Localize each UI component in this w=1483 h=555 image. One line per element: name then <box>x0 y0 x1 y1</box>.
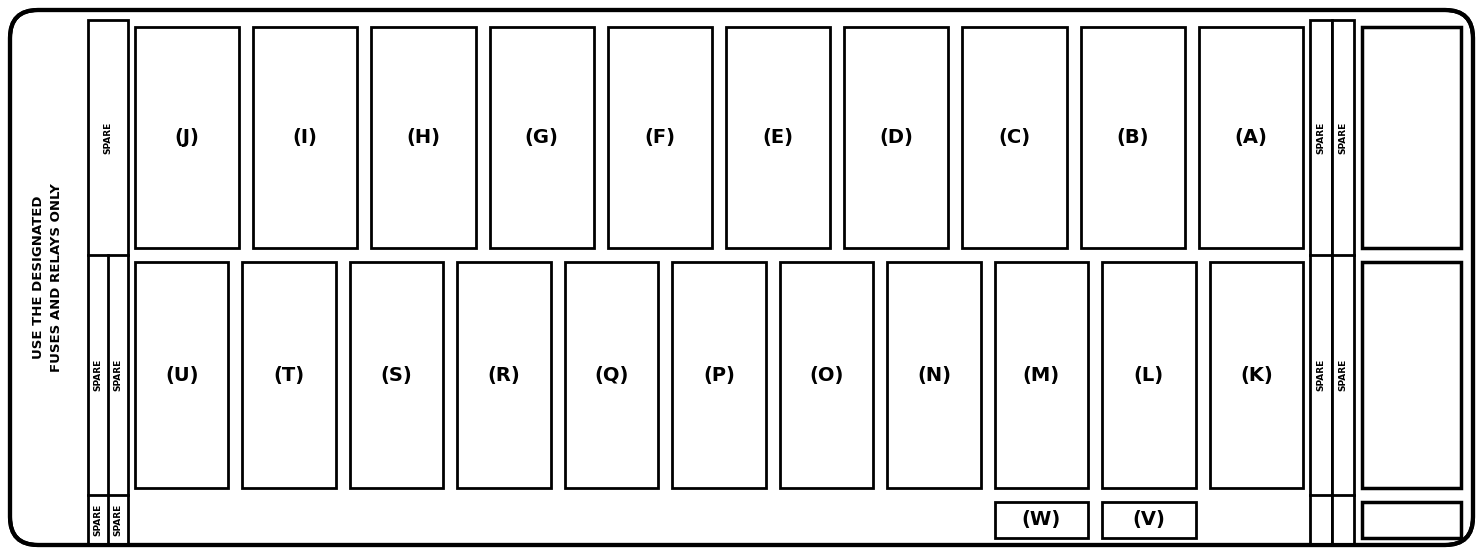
Bar <box>844 27 949 248</box>
Text: (L): (L) <box>1134 366 1164 385</box>
Text: SPARE: SPARE <box>104 122 113 154</box>
Text: SPARE: SPARE <box>93 359 102 391</box>
Bar <box>608 27 712 248</box>
Bar <box>565 262 658 488</box>
Bar <box>995 262 1089 488</box>
Text: (K): (K) <box>1240 366 1272 385</box>
Bar <box>457 262 550 488</box>
Text: (H): (H) <box>406 128 440 147</box>
Bar <box>135 27 239 248</box>
Text: (G): (G) <box>525 128 559 147</box>
Bar <box>1361 502 1461 538</box>
Bar <box>242 262 337 488</box>
Bar <box>489 27 593 248</box>
Bar <box>1361 262 1461 488</box>
Text: (W): (W) <box>1022 511 1060 529</box>
Bar <box>1102 262 1195 488</box>
Text: USE THE DESIGNATED: USE THE DESIGNATED <box>33 196 46 359</box>
Text: (D): (D) <box>879 128 914 147</box>
Text: (U): (U) <box>165 366 199 385</box>
Bar <box>1210 262 1304 488</box>
Text: (V): (V) <box>1133 511 1166 529</box>
Bar <box>1309 20 1332 545</box>
Text: (J): (J) <box>175 128 200 147</box>
Text: (E): (E) <box>762 128 793 147</box>
FancyBboxPatch shape <box>10 10 1473 545</box>
Text: SPARE: SPARE <box>1317 122 1326 154</box>
Bar <box>995 502 1089 538</box>
Text: (M): (M) <box>1023 366 1060 385</box>
Bar <box>780 262 873 488</box>
Bar <box>87 20 128 545</box>
Text: SPARE: SPARE <box>1339 359 1348 391</box>
Text: (S): (S) <box>381 366 412 385</box>
Bar <box>254 27 357 248</box>
Text: (C): (C) <box>998 128 1031 147</box>
Text: SPARE: SPARE <box>114 504 123 536</box>
Bar <box>962 27 1066 248</box>
Bar <box>371 27 476 248</box>
Text: SPARE: SPARE <box>1317 359 1326 391</box>
Bar <box>1102 502 1195 538</box>
Bar <box>135 262 228 488</box>
Text: (Q): (Q) <box>595 366 629 385</box>
Text: (F): (F) <box>645 128 675 147</box>
Text: (R): (R) <box>488 366 521 385</box>
Text: (B): (B) <box>1117 128 1149 147</box>
Bar <box>1198 27 1304 248</box>
Bar <box>350 262 443 488</box>
Text: FUSES AND RELAYS ONLY: FUSES AND RELAYS ONLY <box>50 183 64 372</box>
Text: (P): (P) <box>703 366 736 385</box>
Bar <box>887 262 980 488</box>
Text: SPARE: SPARE <box>93 504 102 536</box>
Bar <box>1081 27 1185 248</box>
Text: SPARE: SPARE <box>1339 122 1348 154</box>
Text: (A): (A) <box>1234 128 1268 147</box>
Text: (O): (O) <box>810 366 844 385</box>
Text: (T): (T) <box>274 366 304 385</box>
Bar <box>1332 20 1354 545</box>
Text: (N): (N) <box>916 366 951 385</box>
Text: SPARE: SPARE <box>114 359 123 391</box>
Bar <box>1361 27 1461 248</box>
Bar <box>672 262 765 488</box>
Text: (I): (I) <box>292 128 317 147</box>
Bar <box>727 27 830 248</box>
